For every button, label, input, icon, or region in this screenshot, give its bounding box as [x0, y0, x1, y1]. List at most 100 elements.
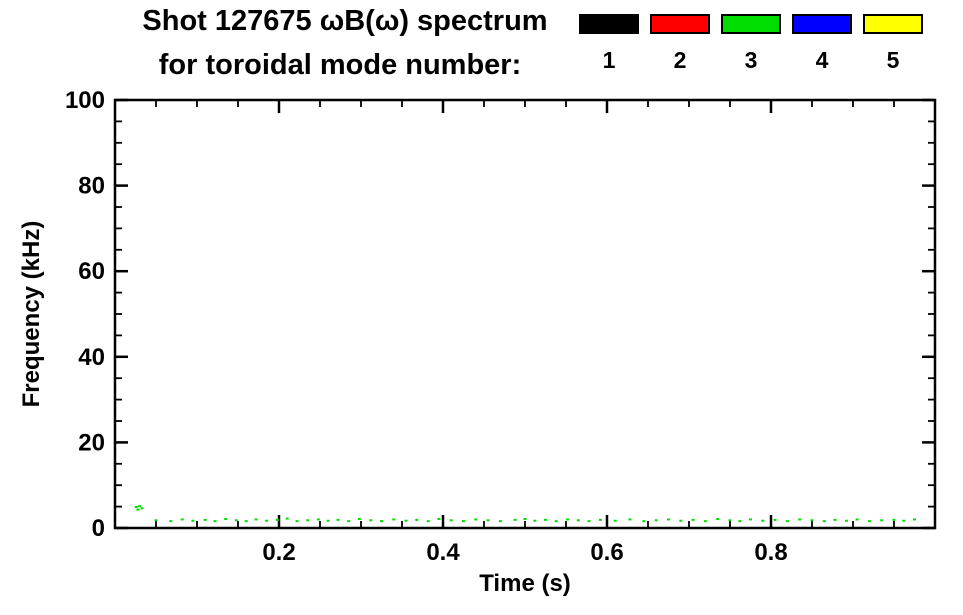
data-point — [486, 519, 490, 522]
x-tick-label: 0.2 — [262, 539, 295, 566]
legend-swatch — [721, 14, 781, 34]
data-point — [336, 518, 340, 521]
legend-swatch — [792, 14, 852, 34]
data-point — [844, 519, 848, 522]
x-tick-label: 0.8 — [754, 539, 787, 566]
data-point — [855, 518, 859, 521]
data-point — [833, 518, 837, 521]
data-point — [523, 518, 527, 521]
legend-swatch — [863, 14, 923, 34]
legend-label: 4 — [815, 47, 829, 73]
data-point — [357, 518, 361, 521]
data-point — [140, 507, 144, 510]
data-point — [275, 518, 279, 521]
data-point — [347, 520, 351, 523]
y-tick-label: 20 — [78, 429, 105, 456]
y-axis-label: Frequency (kHz) — [18, 220, 45, 408]
x-tick-label: 0.6 — [590, 539, 623, 566]
data-point — [254, 518, 258, 521]
data-point — [902, 519, 906, 522]
data-point — [134, 506, 138, 509]
y-tick-label: 100 — [65, 87, 105, 114]
data-point — [728, 519, 732, 522]
legend-item: 4 — [791, 14, 853, 72]
legend: 1 2 3 4 5 — [578, 14, 924, 72]
data-point — [265, 519, 269, 522]
data-point — [533, 519, 537, 522]
data-point — [810, 519, 814, 522]
data-point — [213, 520, 217, 523]
x-axis-label: Time (s) — [479, 570, 571, 597]
data-point — [449, 519, 453, 522]
data-point — [880, 519, 884, 522]
legend-label: 3 — [744, 47, 758, 73]
chart-title: Shot 127675 ωB(ω) spectrum — [142, 5, 548, 37]
legend-item: 1 — [578, 14, 640, 72]
data-point — [316, 518, 320, 521]
data-point — [415, 518, 419, 521]
legend-label: 5 — [886, 47, 900, 73]
data-point — [785, 520, 789, 523]
data-point — [138, 505, 142, 508]
data-point — [404, 519, 408, 522]
data-point — [679, 519, 683, 522]
data-point — [628, 518, 632, 521]
data-point — [154, 519, 158, 522]
data-point — [380, 520, 383, 523]
data-point — [773, 518, 777, 521]
data-point — [169, 520, 173, 523]
data-point — [738, 520, 742, 523]
data-point — [224, 518, 228, 521]
data-point — [437, 518, 441, 521]
data-point — [566, 518, 570, 521]
data-point — [642, 520, 646, 523]
data-point — [295, 520, 299, 523]
data-point — [191, 519, 195, 522]
y-tick-label: 80 — [78, 173, 105, 200]
data-point — [426, 520, 430, 523]
data-point — [703, 520, 707, 523]
data-point — [822, 520, 826, 523]
data-point — [598, 518, 602, 521]
y-tick-label: 60 — [78, 258, 105, 285]
data-point — [691, 518, 695, 521]
legend-item: 2 — [649, 14, 711, 72]
data-point — [136, 508, 140, 511]
legend-item: 5 — [862, 14, 924, 72]
data-point — [234, 519, 238, 522]
data-point — [180, 518, 184, 521]
data-point — [867, 520, 871, 523]
legend-label: 2 — [673, 47, 687, 73]
data-point — [203, 518, 207, 521]
data-point — [544, 518, 547, 521]
plot-frame — [113, 98, 937, 530]
data-point — [392, 518, 396, 521]
data-point — [613, 519, 617, 522]
data-point — [654, 519, 658, 522]
data-point — [326, 519, 330, 522]
legend-item: 3 — [720, 14, 782, 72]
data-point — [244, 520, 248, 523]
data-point — [306, 519, 310, 522]
legend-swatch — [650, 14, 710, 34]
legend-label: 1 — [602, 47, 616, 73]
data-point — [798, 518, 802, 521]
data-point — [587, 520, 591, 523]
data-point — [513, 518, 517, 521]
data-point — [462, 520, 465, 523]
data-point — [474, 518, 478, 521]
data-point — [667, 518, 670, 521]
data-point — [285, 517, 289, 520]
data-point — [576, 519, 580, 522]
x-tick-label: 0.4 — [426, 539, 460, 566]
legend-swatch — [579, 14, 639, 34]
data-point — [554, 520, 558, 523]
data-point — [498, 520, 502, 523]
data-point — [716, 518, 720, 521]
data-point — [369, 519, 373, 522]
y-tick-label: 0 — [92, 515, 105, 542]
data-point — [892, 518, 896, 521]
data-point — [761, 519, 765, 522]
